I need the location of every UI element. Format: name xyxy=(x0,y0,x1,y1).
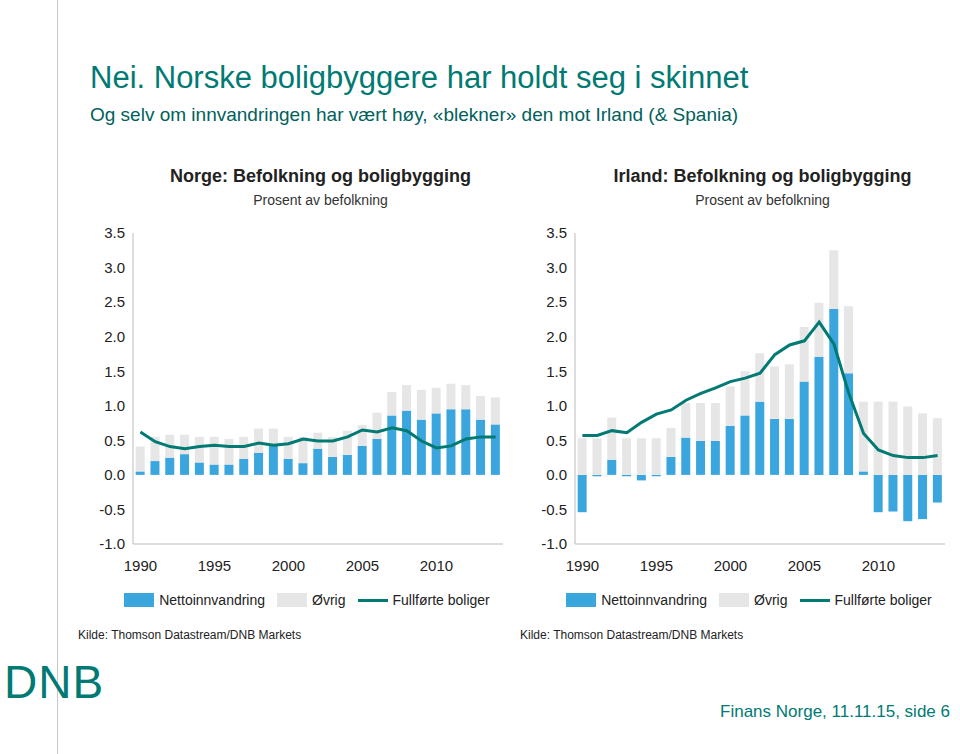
svg-text:2.0: 2.0 xyxy=(546,328,567,345)
svg-text:1995: 1995 xyxy=(640,557,673,574)
svg-text:-1.0: -1.0 xyxy=(99,535,125,552)
svg-text:0.0: 0.0 xyxy=(104,466,125,483)
svg-text:3.0: 3.0 xyxy=(104,259,125,276)
html-text:Fullførte boliger: Fullførte boliger xyxy=(392,592,490,608)
svg-text:3.0: 3.0 xyxy=(546,259,567,276)
html-text:Nei. Norske boligbyggere har h: Nei. Norske boligbyggere har holdt seg i… xyxy=(90,60,749,95)
svg-text:2.5: 2.5 xyxy=(104,293,125,310)
svg-text:2010: 2010 xyxy=(420,557,453,574)
html-text:DNB: DNB xyxy=(4,656,105,708)
svg-text:2.0: 2.0 xyxy=(104,328,125,345)
svg-text:3.5: 3.5 xyxy=(546,224,567,241)
svg-text:1.0: 1.0 xyxy=(546,397,567,414)
html-text:Nettoinnvandring: Nettoinnvandring xyxy=(601,592,708,608)
svg-text:1.5: 1.5 xyxy=(546,363,567,380)
html-text:Norge: Befolkning og boligbygg: Norge: Befolkning og boligbygging xyxy=(170,166,471,186)
svg-text:1995: 1995 xyxy=(198,557,231,574)
svg-text:1.0: 1.0 xyxy=(104,397,125,414)
svg-text:0.5: 0.5 xyxy=(546,432,567,449)
svg-text:-0.5: -0.5 xyxy=(99,501,125,518)
svg-text:0.0: 0.0 xyxy=(546,466,567,483)
html-text:Kilde: Thomson Datastream/DNB: Kilde: Thomson Datastream/DNB Markets xyxy=(520,628,744,642)
svg-text:0.5: 0.5 xyxy=(104,432,125,449)
svg-text:1.5: 1.5 xyxy=(104,363,125,380)
svg-text:1990: 1990 xyxy=(566,557,599,574)
html-text:Fullførte boliger: Fullførte boliger xyxy=(834,592,932,608)
svg-text:2005: 2005 xyxy=(346,557,379,574)
html-text:Øvrig: Øvrig xyxy=(312,592,346,608)
svg-text:-1.0: -1.0 xyxy=(541,535,567,552)
html-text:Irland: Befolkning og boligbyg: Irland: Befolkning og boligbygging xyxy=(613,166,912,186)
svg-text:2005: 2005 xyxy=(788,557,821,574)
html-text:Prosent av befolkning: Prosent av befolkning xyxy=(695,192,830,208)
html-text:Kilde: Thomson Datastream/DNB: Kilde: Thomson Datastream/DNB Markets xyxy=(78,628,302,642)
html-text:Nettoinnvandring: Nettoinnvandring xyxy=(159,592,266,608)
html-text:Og selv om innvandringen har v: Og selv om innvandringen har vært høy, «… xyxy=(90,104,739,125)
html-text:Finans Norge, 11.11.15, side 6: Finans Norge, 11.11.15, side 6 xyxy=(720,702,950,721)
html-text:Prosent av befolkning: Prosent av befolkning xyxy=(253,192,388,208)
svg-text:2000: 2000 xyxy=(272,557,305,574)
svg-text:2010: 2010 xyxy=(862,557,895,574)
svg-text:1990: 1990 xyxy=(124,557,157,574)
svg-text:-0.5: -0.5 xyxy=(541,501,567,518)
svg-text:3.5: 3.5 xyxy=(104,224,125,241)
svg-text:2000: 2000 xyxy=(714,557,747,574)
svg-text:2.5: 2.5 xyxy=(546,293,567,310)
html-text:Øvrig: Øvrig xyxy=(754,592,788,608)
